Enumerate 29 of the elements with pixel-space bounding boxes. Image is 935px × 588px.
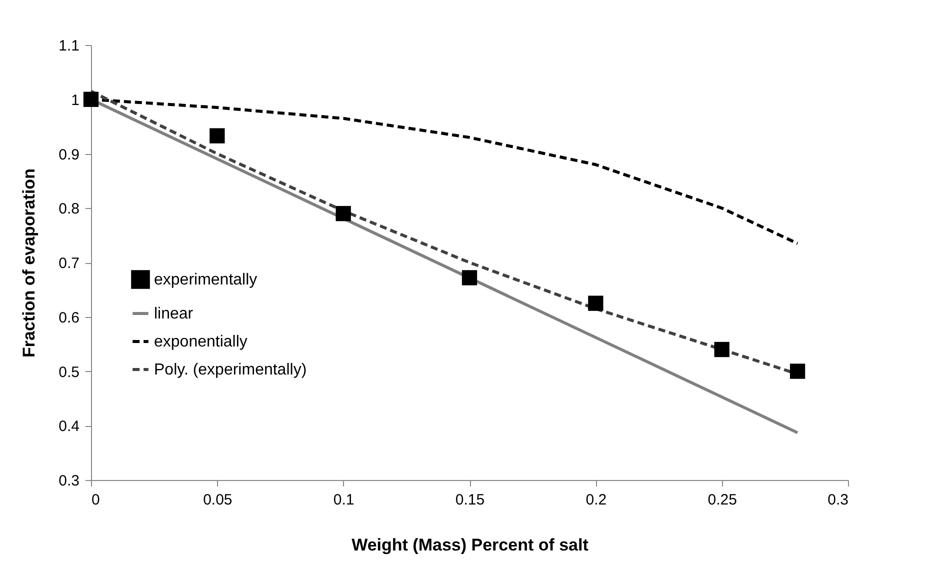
point xyxy=(588,296,604,311)
x-tick-label: 0.1 xyxy=(333,492,354,508)
y-tick-label: 0.8 xyxy=(58,200,80,218)
x-tick-label: 0.05 xyxy=(203,492,232,508)
x-tick-label: 0.3 xyxy=(828,492,848,508)
x-tick-label: 0.15 xyxy=(455,492,485,508)
legend-label: Poly. (experimentally) xyxy=(154,362,307,378)
x-tick-label: 0 xyxy=(92,492,100,508)
y-tick-label: 0.6 xyxy=(58,309,80,326)
y-tick-label: 0.7 xyxy=(58,255,80,272)
y-tick-label: 1.1 xyxy=(58,38,80,54)
y-tick-label: 1 xyxy=(71,92,80,109)
point xyxy=(790,364,806,379)
legend-label: experimentally xyxy=(154,272,258,288)
point xyxy=(462,270,478,286)
point xyxy=(83,92,99,107)
y-axis-title: Fraction of evaporation xyxy=(20,168,39,358)
x-tick-label: 0.2 xyxy=(586,492,607,508)
point xyxy=(714,342,730,358)
legend-label: linear xyxy=(154,306,194,322)
x-axis-title: Weight (Mass) Percent of salt xyxy=(352,536,589,554)
x-tick-label: 0.25 xyxy=(708,492,737,508)
point xyxy=(210,128,225,144)
y-tick-label: 0.5 xyxy=(58,364,80,381)
legend-label: exponentially xyxy=(154,334,248,350)
point xyxy=(336,206,351,222)
y-tick-label: 0.4 xyxy=(58,418,80,436)
y-tick-label: 0.9 xyxy=(58,146,80,164)
y-tick-label: 0.3 xyxy=(58,472,80,490)
